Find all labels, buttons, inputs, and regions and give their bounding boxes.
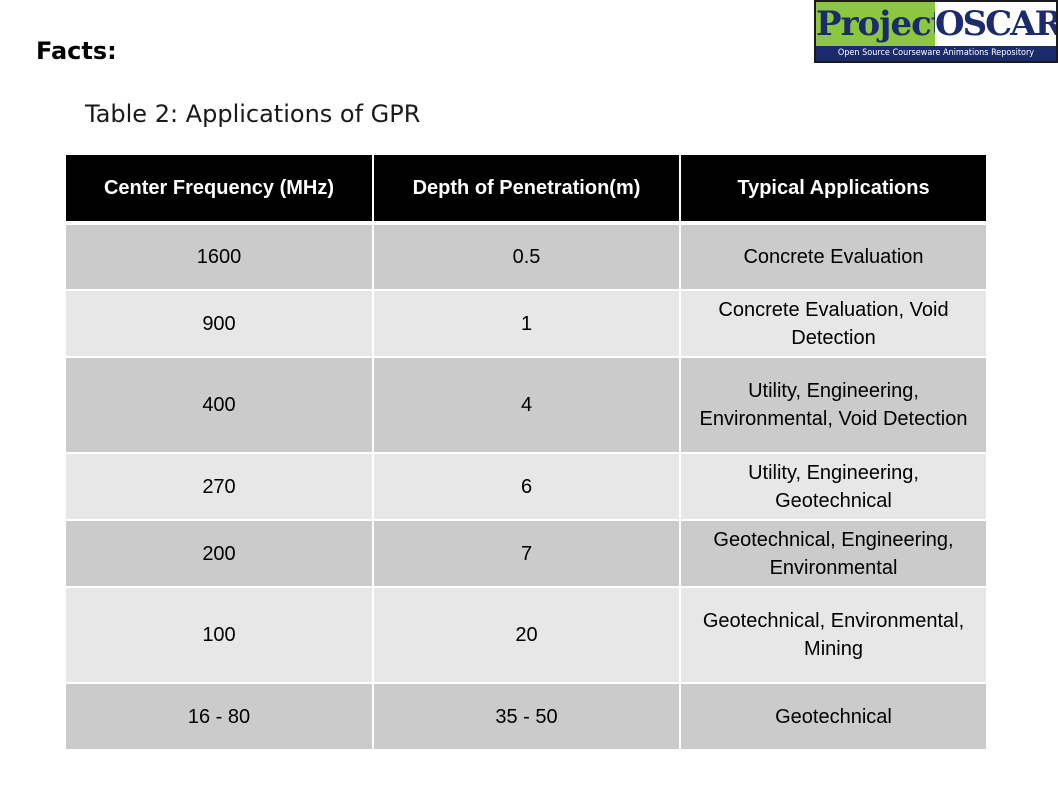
logo-project-text: Project (816, 2, 935, 46)
table-row: 100 20 Geotechnical, Environmental, Mini… (66, 586, 986, 684)
table-row: 200 7 Geotechnical, Engineering, Environ… (66, 519, 986, 588)
cell-frequency: 200 (66, 519, 374, 588)
cell-applications: Geotechnical, Environmental, Mining (679, 586, 986, 684)
facts-heading: Facts: (36, 37, 117, 65)
header-depth-of-penetration: Depth of Penetration(m) (372, 153, 681, 225)
cell-applications: Geotechnical, Engineering, Environmental (679, 519, 986, 588)
table-caption: Table 2: Applications of GPR (85, 100, 421, 128)
gpr-applications-table: Center Frequency (MHz) Depth of Penetrat… (66, 153, 986, 751)
logo-oscar-text: OSCAR (935, 2, 1056, 46)
cell-frequency: 100 (66, 586, 374, 684)
logo-tagline: Open Source Courseware Animations Reposi… (816, 46, 1056, 61)
project-oscar-logo: Project OSCAR Open Source Courseware Ani… (814, 0, 1058, 63)
cell-frequency: 1600 (66, 222, 374, 291)
table-row: 400 4 Utility, Engineering, Environmenta… (66, 356, 986, 454)
table-row: 900 1 Concrete Evaluation, Void Detectio… (66, 289, 986, 358)
header-center-frequency: Center Frequency (MHz) (66, 153, 374, 225)
cell-depth: 0.5 (372, 222, 681, 291)
cell-depth: 20 (372, 586, 681, 684)
cell-applications: Concrete Evaluation, Void Detection (679, 289, 986, 358)
table-header-row: Center Frequency (MHz) Depth of Penetrat… (66, 153, 986, 225)
cell-applications: Geotechnical (679, 682, 986, 751)
cell-depth: 1 (372, 289, 681, 358)
cell-frequency: 400 (66, 356, 374, 454)
table-row: 1600 0.5 Concrete Evaluation (66, 222, 986, 291)
cell-frequency: 270 (66, 452, 374, 521)
table-row: 270 6 Utility, Engineering, Geotechnical (66, 452, 986, 521)
cell-depth: 7 (372, 519, 681, 588)
cell-depth: 6 (372, 452, 681, 521)
cell-depth: 35 - 50 (372, 682, 681, 751)
logo-wordmark: Project OSCAR (816, 2, 1056, 46)
cell-frequency: 900 (66, 289, 374, 358)
table-row: 16 - 80 35 - 50 Geotechnical (66, 682, 986, 751)
cell-applications: Utility, Engineering, Environmental, Voi… (679, 356, 986, 454)
cell-depth: 4 (372, 356, 681, 454)
header-typical-applications: Typical Applications (679, 153, 986, 225)
cell-applications: Concrete Evaluation (679, 222, 986, 291)
cell-applications: Utility, Engineering, Geotechnical (679, 452, 986, 521)
cell-frequency: 16 - 80 (66, 682, 374, 751)
